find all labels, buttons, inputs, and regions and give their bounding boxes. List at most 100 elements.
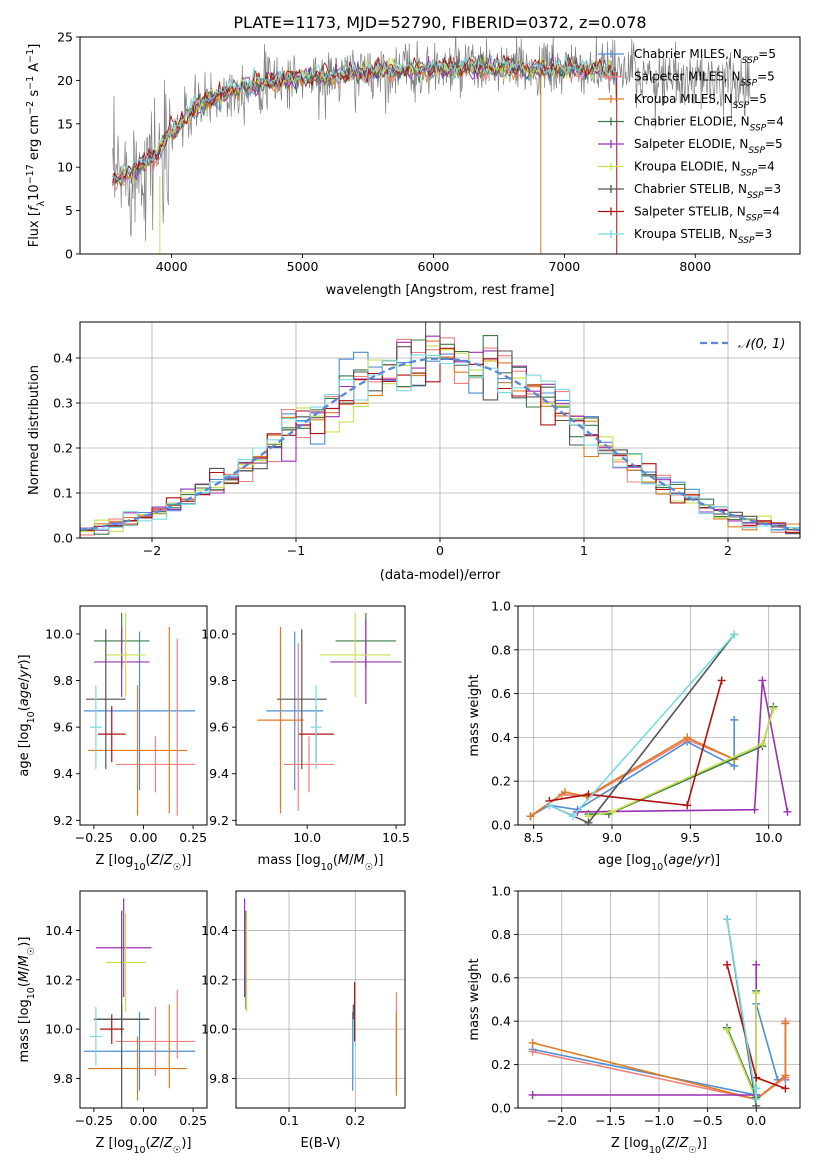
- legend-label: Salpeter ELODIE, NSSP=5: [634, 137, 783, 156]
- weight-point: [752, 1084, 761, 1093]
- label-part: ☉: [688, 1145, 697, 1156]
- label-part: −1: [25, 76, 36, 90]
- panel-age-vs-metallicity: −0.25 0.00 0.259.29.49.69.810.0Z [log10(Z/…: [17, 605, 208, 873]
- y-tick-label: 9.8: [209, 673, 229, 688]
- weight-series: [726, 919, 757, 1100]
- legend-tail: =4: [762, 205, 780, 219]
- label-part: (: [663, 853, 668, 868]
- x-tick-label: −1.0: [644, 1113, 674, 1128]
- label-part: )]: [373, 853, 383, 868]
- y-tick-label: 10.2: [45, 972, 73, 987]
- panel-residuals: −2 −1 0 1 2 0.0 0.1 0.2 0.3 0.4 (data-model)/error…: [27, 321, 801, 583]
- y-tick-label: 9.8: [53, 1071, 73, 1086]
- weight-point: [608, 807, 616, 816]
- panel-mass-vs-metallicity: −0.25 0.00 0.259.810.010.210.4Z [log10(Z/Z…: [17, 890, 208, 1156]
- x-tick-label: 0.2: [345, 1113, 365, 1128]
- legend-label: Chabrier MILES, NSSP=5: [634, 47, 776, 66]
- x-tick-label: 0.00: [130, 1113, 158, 1128]
- label-part: M: [338, 853, 349, 868]
- y-tick-label: 0.6: [491, 970, 511, 985]
- label-part: /: [160, 1136, 165, 1151]
- x-tick-label: 9.0: [602, 830, 622, 845]
- x-axis-label: (data-model)/error: [380, 568, 501, 583]
- label-part: M: [17, 971, 32, 982]
- legend-label: Salpeter MILES, NSSP=5: [634, 70, 775, 89]
- weight-point: [723, 960, 732, 969]
- legend-tail: =5: [749, 92, 767, 106]
- model-spectrum: [112, 53, 616, 184]
- y-tick-label: 0.4: [491, 730, 511, 745]
- label-part: Z: [665, 1136, 676, 1151]
- axes-frame: [79, 890, 208, 1109]
- weight-point: [758, 739, 767, 748]
- panel-mass-weight-vs-metallicity: −2.0 −1.5 −1.0 −0.5 0.0 0.0 0.2 0.4 0.6 0.8 1.0 Z […: [467, 884, 801, 1156]
- label-part: A: [27, 63, 42, 76]
- label-part: f: [27, 204, 42, 211]
- weight-point: [723, 1025, 732, 1034]
- legend-name: Chabrier ELODIE, N: [634, 115, 750, 129]
- label-part: M: [354, 853, 365, 868]
- weight-point: [750, 805, 759, 814]
- x-tick-label: 0.00: [130, 830, 158, 845]
- weight-series: [530, 719, 735, 817]
- label-part: Z [log: [611, 1136, 649, 1151]
- label-part: ☉: [173, 862, 182, 873]
- weight-point: [758, 676, 767, 685]
- label-part: 10: [133, 862, 145, 873]
- y-tick-label: 0: [65, 247, 73, 262]
- x-tick-label: 2: [724, 543, 732, 558]
- weight-series: [548, 633, 735, 818]
- legend-name: Chabrier MILES, N: [634, 47, 742, 61]
- label-part: Z: [678, 1136, 689, 1151]
- weight-series: [532, 1023, 787, 1101]
- errorbars: [257, 612, 402, 814]
- errorbars: [83, 898, 196, 1108]
- x-tick-label: 0: [436, 543, 444, 558]
- y-tick-label: 10.0: [45, 1022, 73, 1037]
- legend-sub: SSP: [741, 169, 758, 179]
- weight-point: [752, 1073, 761, 1082]
- legend-tail: =3: [764, 182, 782, 196]
- label-part: −1: [25, 49, 36, 63]
- label-part: age [log: [598, 853, 651, 868]
- label-part: )]: [181, 853, 191, 868]
- weight-point: [769, 704, 778, 713]
- label-part: s: [27, 90, 42, 101]
- weight-point: [526, 812, 535, 821]
- label-part: M: [17, 955, 32, 966]
- legend-label: Kroupa MILES, NSSP=5: [634, 92, 767, 111]
- label-part: −17: [25, 164, 36, 184]
- axes-frame: [235, 890, 406, 1109]
- weight-point: [781, 1071, 790, 1080]
- x-tick-label: −0.5: [692, 1113, 722, 1128]
- label-part: )]: [710, 853, 720, 868]
- label-part: E(B-V): [300, 1136, 340, 1151]
- label-part: mass [log: [258, 853, 321, 868]
- label-part: /: [17, 966, 32, 971]
- axes-frame: [79, 36, 801, 255]
- y-axis-label: mass [log10(M/M☉)]: [17, 937, 37, 1063]
- label-part: 10: [649, 1145, 661, 1156]
- label-part: /: [160, 853, 165, 868]
- panel-mass-weight-vs-age: 8.5 9.0 9.5 10.0 0.0 0.2 0.4 0.6 0.8 1.0 age [log1…: [467, 599, 801, 873]
- weight-point: [528, 1038, 537, 1047]
- label-part: ☉: [173, 1145, 182, 1156]
- x-tick-label: 0.1: [279, 1113, 299, 1128]
- label-part: λ: [36, 200, 47, 206]
- weight-point: [561, 788, 569, 797]
- y-tick-label: 5: [65, 203, 73, 218]
- weight-point: [723, 915, 732, 924]
- legend-tail: =5: [758, 47, 776, 61]
- y-tick-label: 20: [57, 73, 73, 88]
- weight-point: [528, 1047, 537, 1056]
- x-tick-label: 0.25: [179, 1113, 207, 1128]
- x-tick-label: 9.5: [680, 830, 700, 845]
- weight-point: [683, 733, 692, 742]
- x-tick-label: 5000: [287, 259, 319, 274]
- legend-sub: SSP: [742, 56, 759, 66]
- y-axis-label: mass weight: [467, 674, 482, 756]
- y-tick-label: 0.2: [491, 1057, 511, 1072]
